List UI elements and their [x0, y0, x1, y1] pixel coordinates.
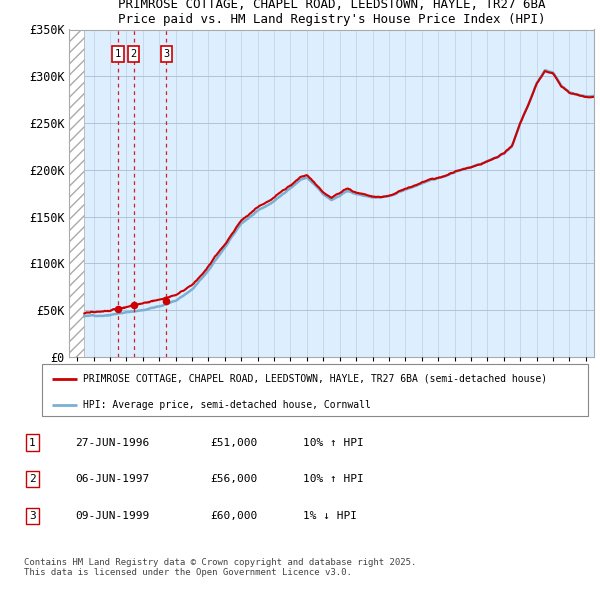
Text: Contains HM Land Registry data © Crown copyright and database right 2025.
This d: Contains HM Land Registry data © Crown c… — [24, 558, 416, 577]
Text: 10% ↑ HPI: 10% ↑ HPI — [303, 474, 364, 484]
Text: 09-JUN-1999: 09-JUN-1999 — [75, 511, 149, 521]
Text: 2: 2 — [131, 49, 137, 59]
Text: 27-JUN-1996: 27-JUN-1996 — [75, 438, 149, 448]
Text: 1: 1 — [29, 438, 35, 448]
Text: 3: 3 — [163, 49, 170, 59]
Text: 10% ↑ HPI: 10% ↑ HPI — [303, 438, 364, 448]
Text: 1% ↓ HPI: 1% ↓ HPI — [303, 511, 357, 521]
Text: 2: 2 — [29, 474, 35, 484]
Bar — [69, 30, 84, 357]
FancyBboxPatch shape — [42, 364, 588, 416]
Text: £60,000: £60,000 — [210, 511, 257, 521]
Text: HPI: Average price, semi-detached house, Cornwall: HPI: Average price, semi-detached house,… — [83, 399, 371, 409]
Text: 1: 1 — [115, 49, 121, 59]
Text: PRIMROSE COTTAGE, CHAPEL ROAD, LEEDSTOWN, HAYLE, TR27 6BA (semi-detached house): PRIMROSE COTTAGE, CHAPEL ROAD, LEEDSTOWN… — [83, 373, 547, 384]
Text: 3: 3 — [29, 511, 35, 521]
Title: PRIMROSE COTTAGE, CHAPEL ROAD, LEEDSTOWN, HAYLE, TR27 6BA
Price paid vs. HM Land: PRIMROSE COTTAGE, CHAPEL ROAD, LEEDSTOWN… — [118, 0, 545, 25]
Text: £56,000: £56,000 — [210, 474, 257, 484]
Text: £51,000: £51,000 — [210, 438, 257, 448]
Text: 06-JUN-1997: 06-JUN-1997 — [75, 474, 149, 484]
